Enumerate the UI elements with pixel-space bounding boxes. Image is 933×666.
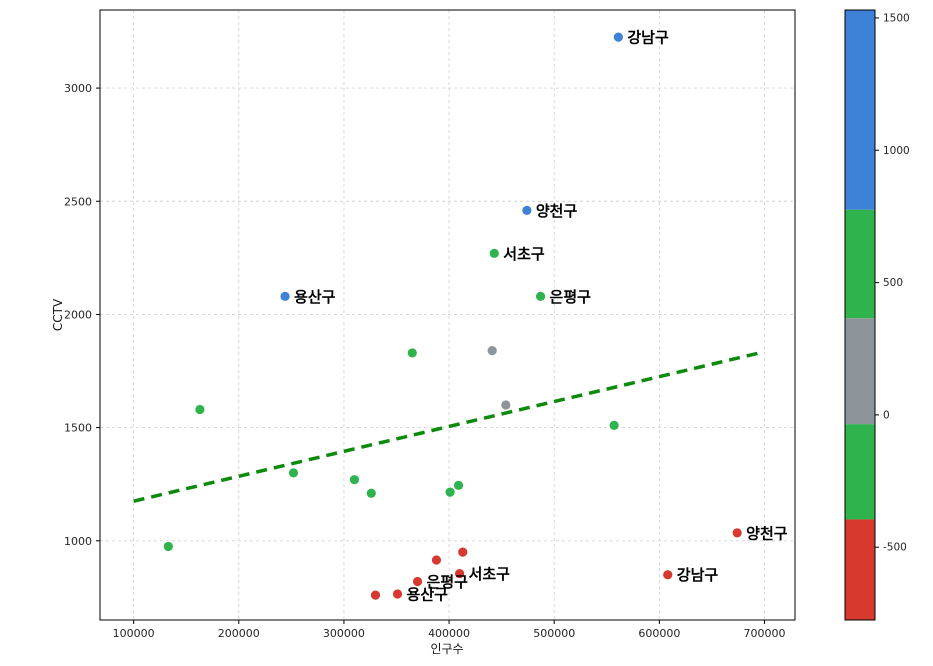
data-point <box>392 589 403 599</box>
point-label: 강남구 <box>677 566 719 584</box>
point-label: 은평구 <box>550 288 592 306</box>
point-label: 강남구 <box>627 29 669 47</box>
data-point <box>431 555 442 565</box>
colorbar-segment <box>845 10 875 210</box>
data-point <box>732 528 742 538</box>
y-tick-label: 1000 <box>64 535 92 548</box>
x-axis-label: 인구수 <box>430 642 464 656</box>
data-point <box>288 468 299 478</box>
plot-border <box>99 9 796 621</box>
x-tick-label: 500000 <box>533 627 575 640</box>
point-label: 양천구 <box>746 524 788 542</box>
data-point <box>412 576 423 587</box>
y-tick-label: 2500 <box>64 195 92 208</box>
colorbar-tick-label: 1500 <box>883 12 910 24</box>
data-point <box>453 480 464 490</box>
data-point <box>489 248 499 258</box>
x-tick-label: 300000 <box>323 627 365 640</box>
colorbar-tick-label: 500 <box>883 277 903 289</box>
x-tick-label: 700000 <box>744 627 786 640</box>
data-point <box>445 487 455 497</box>
colorbar-tick-label: 0 <box>883 409 890 421</box>
x-tick-label: 200000 <box>218 627 260 640</box>
colorbar-tick-label: 1000 <box>883 145 910 157</box>
y-tick-label: 3000 <box>64 82 92 95</box>
point-label: 용산구 <box>407 585 449 603</box>
data-point <box>454 568 465 579</box>
data-point <box>370 590 381 600</box>
point-label: 서초구 <box>469 565 511 583</box>
x-tick-label: 400000 <box>428 627 470 640</box>
data-point <box>349 475 360 485</box>
data-point <box>522 205 532 215</box>
data-point <box>613 32 623 42</box>
data-point <box>663 570 673 580</box>
point-label: 용산구 <box>294 288 336 306</box>
trend-line <box>133 350 763 503</box>
data-point <box>535 291 546 301</box>
data-point <box>280 291 290 301</box>
point-label: 양천구 <box>536 202 578 220</box>
colorbar-border <box>844 9 876 621</box>
data-point <box>458 547 468 557</box>
x-tick-label: 600000 <box>638 627 680 640</box>
colorbar-segment <box>845 424 875 520</box>
data-point <box>366 488 376 498</box>
data-point <box>609 420 619 430</box>
y-axis-label: CCTV <box>51 298 65 332</box>
y-tick-label: 1500 <box>64 422 92 435</box>
x-tick-label: 100000 <box>113 627 155 640</box>
colorbar-segment <box>845 318 875 425</box>
colorbar-tick-label: -500 <box>883 542 907 554</box>
data-point <box>195 404 205 415</box>
point-label: 은평구 <box>427 573 469 591</box>
data-point <box>407 348 417 358</box>
colorbar-segment <box>845 519 875 620</box>
data-point <box>487 346 497 356</box>
colorbar-segment <box>845 209 875 319</box>
y-tick-label: 2000 <box>64 308 92 321</box>
point-label: 서초구 <box>503 245 545 263</box>
data-point <box>163 541 173 552</box>
data-point <box>501 400 511 410</box>
